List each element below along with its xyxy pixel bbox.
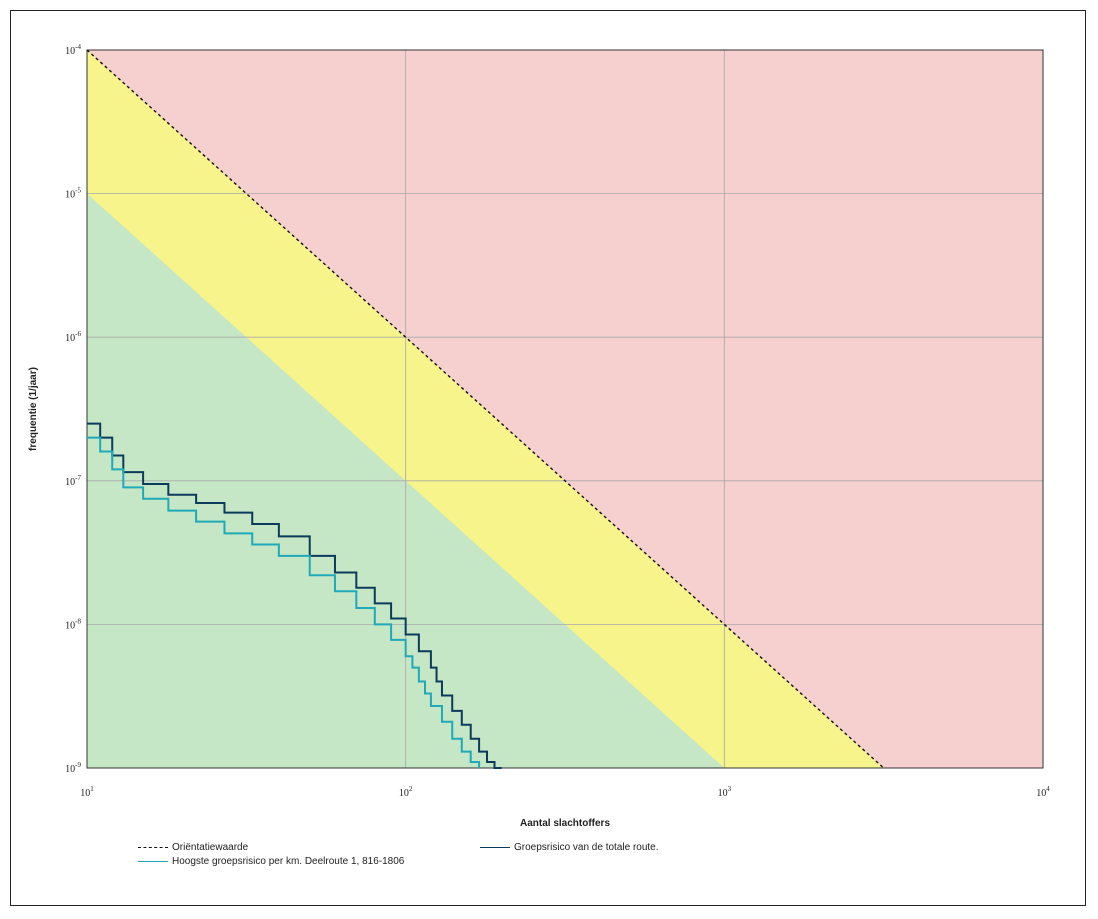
series-line-2 <box>87 436 481 768</box>
legend-label: Hoogste groepsrisico per km. Deelroute 1… <box>172 856 405 867</box>
x-tick-label: 103 <box>718 785 732 799</box>
legend-label: Oriëntatiewaarde <box>172 842 249 853</box>
legend-label: Groepsrisico van de totale route. <box>514 842 659 853</box>
legend-swatch-cyan <box>138 861 168 862</box>
series-line-0 <box>86 49 885 769</box>
x-tick-label: 104 <box>1036 785 1050 799</box>
plot-border <box>86 49 1044 769</box>
legend-swatch-dashed <box>138 847 168 848</box>
y-tick-label: 10-4 <box>65 43 81 57</box>
x-tick-label: 102 <box>399 785 413 799</box>
y-axis-label: frequentie (1/jaar) <box>28 367 39 451</box>
x-axis-label: Aantal slachtoffers <box>520 818 610 829</box>
x-tick-label: 101 <box>80 785 94 799</box>
y-tick-label: 10-5 <box>65 187 81 201</box>
y-tick-label: 10-7 <box>65 474 81 488</box>
series-line-1 <box>87 422 502 769</box>
y-tick-label: 10-9 <box>65 761 81 775</box>
legend-item-groepsrisico-totaal: Groepsrisico van de totale route. <box>480 842 659 853</box>
y-tick-label: 10-6 <box>65 330 81 344</box>
legend-item-hoogste-groepsrisico: Hoogste groepsrisico per km. Deelroute 1… <box>138 856 404 867</box>
legend-swatch-dark <box>480 847 510 848</box>
legend-item-orientatiewaarde: Oriëntatiewaarde <box>138 842 248 853</box>
y-tick-label: 10-8 <box>65 617 81 631</box>
